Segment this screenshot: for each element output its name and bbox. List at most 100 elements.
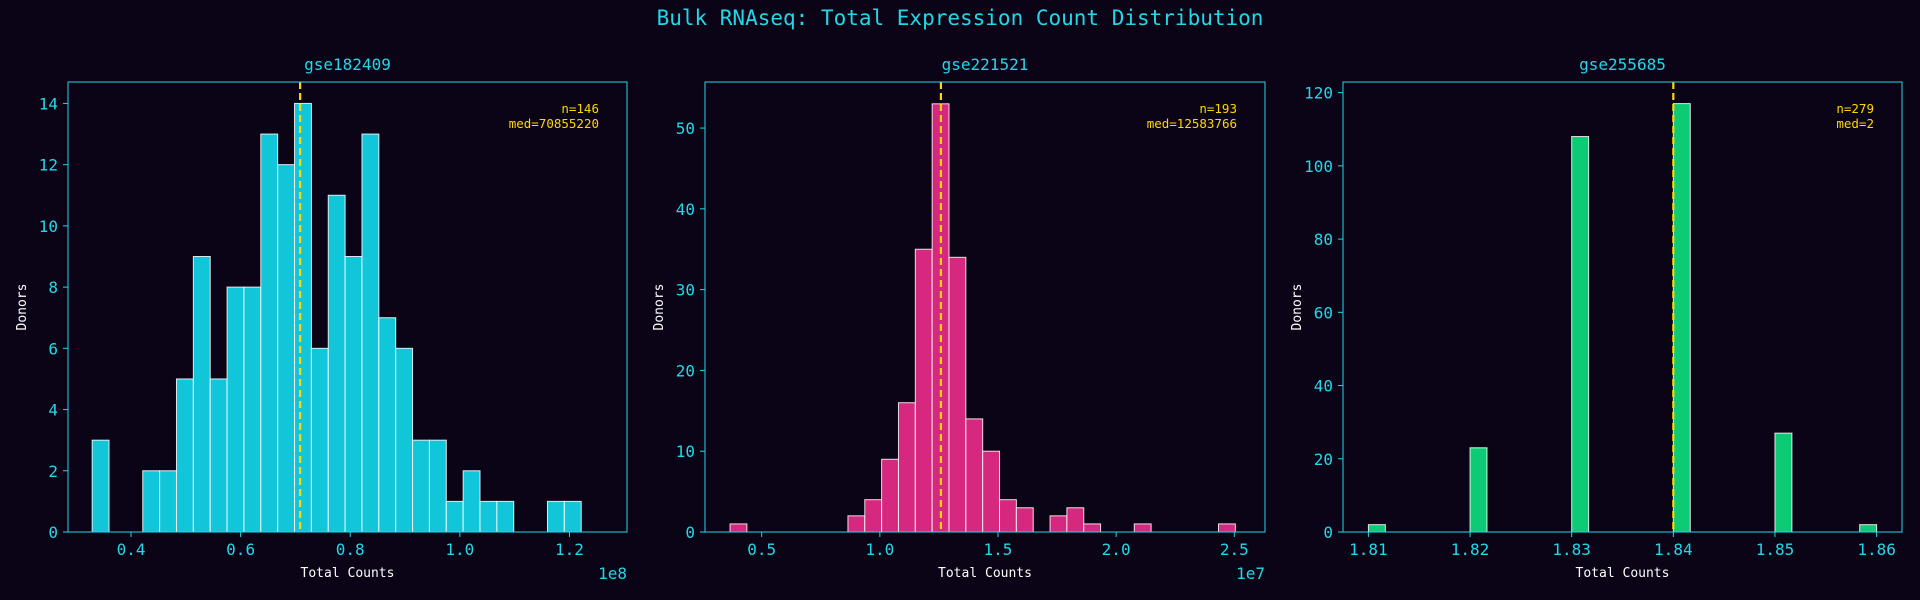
- histogram-bar: [563, 500, 582, 533]
- x-tick-label: 1.86: [1857, 540, 1896, 559]
- y-tick-label: 40: [676, 200, 695, 219]
- figure-title: Bulk RNAseq: Total Expression Count Dist…: [656, 6, 1264, 30]
- x-axis-label: Total Counts: [301, 566, 395, 581]
- stats-annotation: med=70855220: [509, 116, 599, 131]
- y-tick-label: 0: [1323, 523, 1333, 542]
- y-tick-label: 2: [48, 462, 58, 481]
- y-tick-label: 80: [1314, 230, 1333, 249]
- x-axis-label: Total Counts: [1576, 566, 1670, 581]
- x-tick-label: 1.81: [1349, 540, 1388, 559]
- histogram-bar: [1672, 103, 1691, 533]
- bars: [1367, 103, 1878, 533]
- bars: [91, 102, 582, 533]
- chart-title: gse182409: [304, 55, 391, 74]
- histogram-bar: [260, 133, 279, 533]
- histogram-bar: [226, 286, 245, 533]
- histogram-bar: [1066, 507, 1085, 533]
- plot-frame: [1342, 81, 1903, 533]
- histogram-bar: [982, 450, 1001, 533]
- histogram-bar: [175, 378, 194, 533]
- histogram-bar: [948, 256, 967, 533]
- x-tick-label: 2.5: [1220, 540, 1249, 559]
- x-tick-label: 2.0: [1102, 540, 1131, 559]
- y-tick-label: 100: [1304, 157, 1333, 176]
- x-tick-label: 1.84: [1654, 540, 1693, 559]
- histogram-bar: [897, 402, 916, 533]
- y-tick-label: 0: [48, 523, 58, 542]
- histogram-bar: [1133, 523, 1152, 533]
- histogram-bar: [1217, 523, 1236, 533]
- histogram-bar: [965, 418, 984, 533]
- histogram-bar: [361, 133, 380, 533]
- plot-frame: [67, 81, 628, 533]
- y-tick-label: 20: [676, 361, 695, 380]
- y-tick-label: 0: [685, 523, 695, 542]
- histogram-bar: [310, 347, 329, 533]
- histogram-bar: [327, 194, 346, 533]
- stats-annotation: med=2: [1836, 116, 1874, 131]
- y-tick-label: 20: [1314, 450, 1333, 469]
- histogram-panel-2: 0.5 1.0 1.5 2.0 2.5 0 10 20 30 40 50 gse221521 Total…: [652, 55, 1266, 583]
- histogram-bar: [395, 347, 414, 533]
- x-tick-label: 1.83: [1552, 540, 1591, 559]
- chart-title: gse255685: [1579, 55, 1666, 74]
- histogram-bar: [445, 500, 464, 533]
- histogram-bar: [159, 470, 177, 533]
- y-tick-label: 50: [676, 119, 695, 138]
- x-axis-label: Total Counts: [938, 566, 1032, 581]
- y-tick-label: 10: [39, 217, 58, 236]
- bars: [729, 103, 1236, 533]
- y-tick-label: 6: [48, 339, 58, 358]
- y-tick-label: 120: [1304, 84, 1333, 103]
- y-tick-label: 30: [676, 281, 695, 300]
- histogram-bar: [1774, 432, 1793, 533]
- x-tick-label: 0.4: [117, 540, 146, 559]
- histogram-bar: [546, 500, 565, 533]
- y-tick-label: 8: [48, 278, 58, 297]
- y-axis-label: Donors: [1290, 284, 1305, 331]
- histogram-bar: [192, 255, 211, 533]
- stats-annotation: med=12583766: [1147, 116, 1237, 131]
- histogram-panel-3: 1.81 1.82 1.83 1.84 1.85 1.86 0 20 40 60 80 100 120 g…: [1290, 55, 1903, 581]
- histogram-bar: [243, 286, 262, 533]
- histogram-bar: [864, 499, 883, 533]
- histogram-bar: [496, 500, 515, 533]
- histogram-panel-1: 0.4 0.6 0.8 1.0 1.2 0 2 4 6 8 10 12 14 gse182409 Total…: [15, 55, 628, 583]
- histogram-bar: [428, 439, 447, 533]
- y-tick-label: 4: [48, 401, 58, 420]
- histogram-bar: [1015, 507, 1034, 533]
- histogram-bar: [847, 515, 866, 533]
- stats-annotation: n=146: [561, 101, 599, 116]
- x-tick-label: 1.82: [1451, 540, 1490, 559]
- x-tick-label: 1.85: [1756, 540, 1795, 559]
- histogram-bar: [1083, 523, 1102, 533]
- histogram-bar: [277, 164, 296, 533]
- histogram-bar: [729, 523, 748, 533]
- y-tick-label: 14: [39, 94, 58, 113]
- chart-title: gse221521: [942, 55, 1029, 74]
- y-axis-label: Donors: [15, 284, 30, 331]
- histogram-bar: [344, 255, 363, 533]
- histogram-bar: [1469, 447, 1488, 533]
- x-tick-label: 0.5: [747, 540, 776, 559]
- histogram-bar: [1367, 524, 1386, 533]
- histogram-bar: [1049, 515, 1068, 533]
- y-tick-label: 60: [1314, 303, 1333, 322]
- histogram-bar: [294, 102, 312, 533]
- histogram-bar: [378, 317, 397, 533]
- x-tick-label: 1.0: [865, 540, 894, 559]
- histogram-bar: [142, 470, 161, 533]
- x-tick-label: 0.8: [336, 540, 365, 559]
- histogram-bar: [479, 500, 498, 533]
- x-tick-label: 1.5: [984, 540, 1013, 559]
- histogram-bar: [999, 499, 1017, 533]
- axis-offset-label: 1e8: [598, 564, 627, 583]
- histogram-bar: [881, 458, 899, 533]
- x-tick-label: 0.6: [226, 540, 255, 559]
- x-tick-label: 1.0: [445, 540, 474, 559]
- histogram-bar: [209, 378, 228, 533]
- axis-offset-label: 1e7: [1236, 564, 1265, 583]
- y-tick-label: 40: [1314, 377, 1333, 396]
- stats-annotation: n=279: [1836, 101, 1874, 116]
